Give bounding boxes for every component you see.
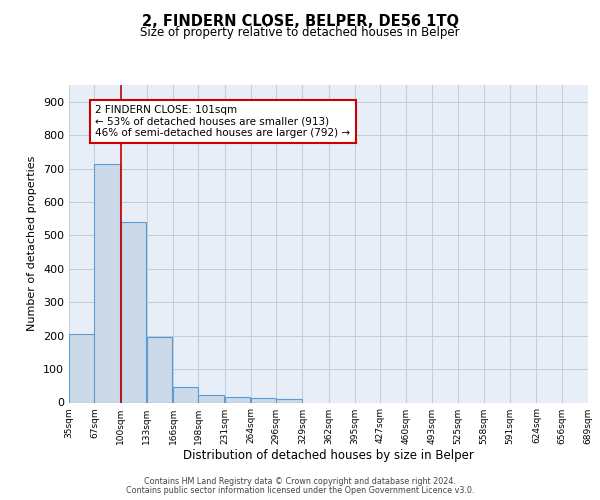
Bar (251, 398, 276, 402)
Bar (199, 395, 224, 402)
Text: 2 FINDERN CLOSE: 101sqm
← 53% of detached houses are smaller (913)
46% of semi-d: 2 FINDERN CLOSE: 101sqm ← 53% of detache… (95, 105, 350, 138)
Text: Contains public sector information licensed under the Open Government Licence v3: Contains public sector information licen… (126, 486, 474, 495)
X-axis label: Distribution of detached houses by size in Belper: Distribution of detached houses by size … (183, 450, 474, 462)
Bar (147, 337, 172, 402)
Bar (224, 398, 250, 402)
Bar (121, 222, 146, 402)
Text: 2, FINDERN CLOSE, BELPER, DE56 1TQ: 2, FINDERN CLOSE, BELPER, DE56 1TQ (142, 14, 458, 29)
Bar (173, 387, 199, 402)
Bar (276, 399, 302, 402)
Bar (69, 334, 94, 402)
Bar (94, 164, 120, 402)
Text: Contains HM Land Registry data © Crown copyright and database right 2024.: Contains HM Land Registry data © Crown c… (144, 477, 456, 486)
Text: Size of property relative to detached houses in Belper: Size of property relative to detached ho… (140, 26, 460, 39)
Y-axis label: Number of detached properties: Number of detached properties (28, 156, 37, 332)
